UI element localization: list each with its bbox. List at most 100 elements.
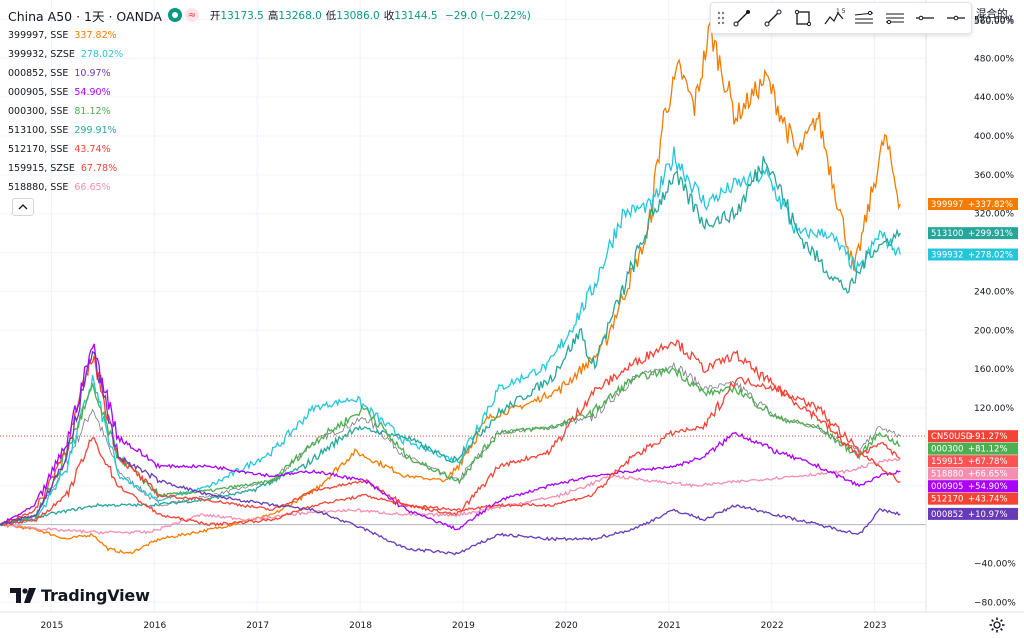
drag-handle-icon[interactable] (715, 8, 727, 28)
legend-item[interactable]: 399932, SZSE 278.02% (8, 45, 123, 64)
tag-label-bg (928, 248, 964, 261)
tag-label-bg (928, 198, 964, 210)
x-tick-label: 2020 (555, 621, 578, 631)
ohlc-label: 开 (209, 9, 221, 22)
collapse-legend-button[interactable] (12, 198, 34, 216)
tag-label: 512170 (931, 495, 963, 505)
price-tag-CN50USD: CN50USD+91.27% (928, 430, 1018, 443)
ohlc-label: 低 (325, 9, 337, 22)
series-line-399932[interactable] (0, 146, 901, 526)
horizontal-line-icon (916, 15, 935, 21)
x-tick-label: 2021 (658, 621, 681, 631)
tag-label: 518880 (931, 470, 963, 480)
tag-label-bg (928, 455, 964, 468)
y-tick-label-cutoff: 560.00% (974, 17, 1014, 27)
series-line-518880[interactable] (0, 458, 901, 535)
legend-symbol: 159915, SZSE (8, 163, 75, 174)
svg-text:1 5: 1 5 (836, 8, 845, 15)
ray-button[interactable] (757, 5, 788, 31)
legend-symbol: 399997, SSE (8, 30, 69, 41)
symbol-title[interactable]: China A50 · 1天 · OANDA (8, 8, 162, 24)
tag-value: +54.90% (968, 482, 1008, 492)
legend-item[interactable]: 518880, SSE 66.65% (8, 178, 123, 197)
price-tag-000300: 000300 +81.12% (928, 442, 1018, 455)
tag-value-bg (964, 227, 1018, 240)
x-tick-label: 2016 (143, 621, 166, 631)
tag-value-bg (964, 507, 1018, 520)
tag-value-bg (964, 198, 1018, 210)
tag-value-bg (964, 248, 1018, 261)
legend-item[interactable]: 159915, SZSE 67.78% (8, 159, 123, 178)
legend-value: 337.82% (74, 30, 117, 41)
y-tick-label: 520.00% (974, 15, 1014, 25)
settings-gear-icon[interactable] (988, 616, 1006, 634)
legend: 399997, SSE 337.82% 399932, SZSE 278.02% 000… (8, 26, 123, 197)
ohlc-value: 13086.0 (336, 9, 380, 22)
legend-value: 81.12% (74, 106, 111, 117)
series-line-CN50USD[interactable] (0, 361, 901, 527)
tag-label: 000905 (931, 482, 963, 492)
ohlc-values: 开13173.5 高13268.0 低13086.0 收13144.5 −29.0 (… (210, 8, 535, 23)
tag-value: +278.02% (968, 251, 1013, 261)
legend-item[interactable]: 000852, SSE 10.97% (8, 64, 123, 83)
tag-label: 159915 (931, 457, 963, 467)
legend-symbol: 000905, SSE (8, 87, 69, 98)
series-line-513100[interactable] (0, 156, 901, 527)
tag-label: 399997 (931, 200, 963, 210)
price-tag-399997: 399997 +337.82% (928, 198, 1018, 210)
legend-value: 54.90% (74, 87, 111, 98)
legend-symbol: 513100, SSE (8, 125, 69, 136)
ohlc-value: 13268.0 (278, 9, 322, 22)
trend-line-button[interactable] (727, 5, 758, 31)
tag-label-bg (928, 467, 964, 480)
horizontal-ray-icon (946, 15, 965, 21)
series-line-000905[interactable] (0, 343, 901, 531)
price-tag-000852: 000852 +10.97% (928, 507, 1018, 520)
elliott-wave-icon: 1 5 (824, 8, 845, 25)
elliott-wave-button[interactable]: 1 5 (818, 5, 849, 31)
series-line-000852[interactable] (0, 350, 901, 556)
x-tick-label: 2022 (761, 621, 784, 631)
ohlc-label: 收 (383, 9, 395, 22)
legend-value: 299.91% (74, 125, 117, 136)
scale-mode-dropdown[interactable]: 混合的⌄ (976, 6, 1014, 21)
tag-value: +337.82% (968, 200, 1013, 210)
y-tick-label: 120.00% (974, 404, 1014, 414)
series-line-512170[interactable] (0, 376, 901, 527)
legend-item[interactable]: 512170, SSE 43.74% (8, 140, 123, 159)
price-tag-159915: 159915 +67.78% (928, 455, 1018, 468)
series-line-399997[interactable] (0, 21, 901, 555)
tag-value-bg (964, 480, 1018, 493)
price-tags: 399997 +337.82% 513100 +299.91% 399932 +278.0… (928, 198, 1018, 520)
visibility-toggle-icon[interactable]: ≈ (184, 8, 199, 22)
horizontal-line-button[interactable] (910, 5, 941, 31)
chart-grid (0, 0, 926, 612)
fib-retracement-button[interactable] (879, 5, 910, 31)
y-tick-label: 480.00% (974, 54, 1014, 64)
tag-value: +81.12% (968, 445, 1008, 455)
time-axis[interactable]: 2015 2016 2017 2018 2019 2020 2021 2022 2023 (40, 621, 886, 631)
parallel-channel-icon (855, 10, 874, 24)
y-tick-label: 320.00% (974, 210, 1014, 220)
parallel-channel-button[interactable] (849, 5, 880, 31)
tag-value: +91.27% (968, 432, 1008, 442)
tradingview-logo[interactable]: TradingView (10, 586, 150, 605)
rectangle-button[interactable] (788, 5, 819, 31)
legend-symbol: 512170, SSE (8, 144, 69, 155)
series-line-159915[interactable] (0, 339, 901, 526)
legend-symbol: 518880, SSE (8, 182, 69, 193)
legend-item[interactable]: 513100, SSE 299.91% (8, 121, 123, 140)
legend-item[interactable]: 000300, SSE 81.12% (8, 102, 123, 121)
chevron-down-icon: ⌄ (1007, 10, 1015, 19)
tag-value: +66.65% (968, 470, 1008, 480)
legend-item[interactable]: 000905, SSE 54.90% (8, 83, 123, 102)
trend-line-icon (733, 10, 751, 27)
legend-symbol: 000300, SSE (8, 106, 69, 117)
series-line-000300[interactable] (0, 366, 901, 527)
horizontal-ray-button[interactable] (940, 5, 971, 31)
legend-item[interactable]: 399997, SSE 337.82% (8, 26, 123, 45)
tag-value-bg (964, 455, 1018, 468)
ohlc-value: 13144.5 (394, 9, 438, 22)
rectangle-icon (794, 9, 812, 27)
